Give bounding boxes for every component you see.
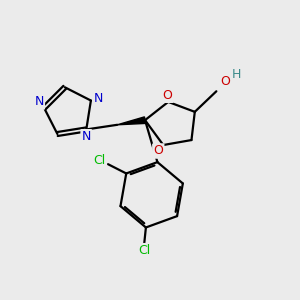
Text: N: N bbox=[94, 92, 103, 105]
Text: Cl: Cl bbox=[94, 154, 106, 167]
Text: N: N bbox=[82, 130, 91, 143]
Text: O: O bbox=[153, 145, 163, 158]
Text: Cl: Cl bbox=[138, 244, 150, 257]
Text: O: O bbox=[221, 75, 231, 88]
Polygon shape bbox=[117, 117, 146, 125]
Text: N: N bbox=[34, 95, 44, 109]
Text: O: O bbox=[163, 89, 172, 102]
Text: H: H bbox=[232, 68, 242, 81]
